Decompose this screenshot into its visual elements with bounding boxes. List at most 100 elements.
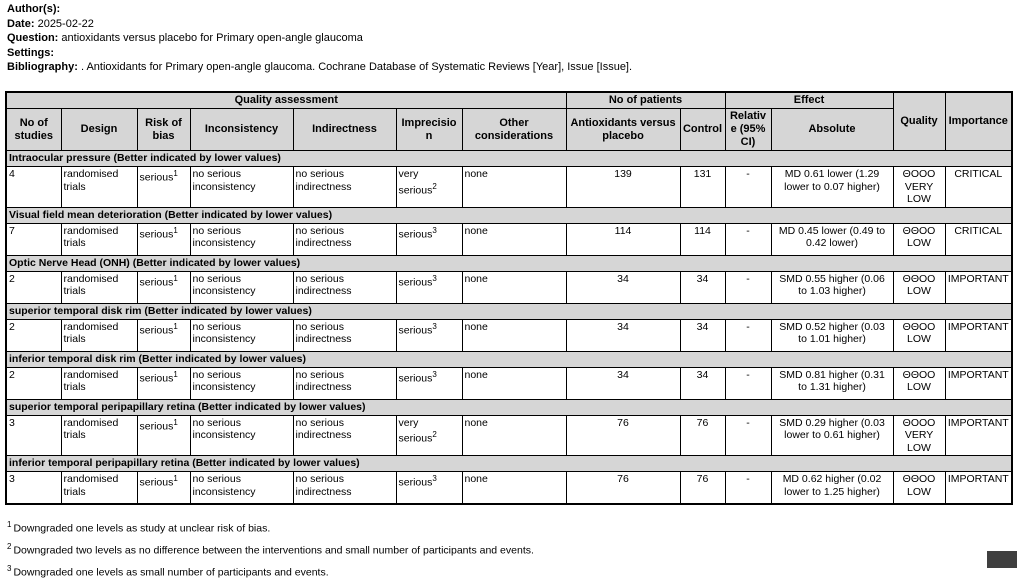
column-header-quality: Quality — [892, 91, 946, 151]
column-header-antioxidants: Antioxidants versus placebo — [565, 108, 681, 151]
cell-absolute: MD 0.61 lower (1.29 lower to 0.07 higher… — [770, 166, 894, 208]
outcome-section-row: inferior temporal peripapillary retina (… — [5, 455, 1013, 472]
cell-risk-of-bias: serious1 — [136, 270, 191, 304]
bibliography-label: Bibliography: — [7, 61, 78, 73]
footnote-marker: 1 — [7, 520, 12, 529]
document-meta: Author(s): Date: 2025-02-22 Question: an… — [7, 2, 632, 75]
outcome-data-row: 2 randomised trials serious1 no serious inc… — [5, 270, 1013, 304]
outcome-data-row: 2 randomised trials serious1 no serious inc… — [5, 366, 1013, 400]
group-header-no-of-patients: No of patients — [565, 91, 726, 109]
meta-date-line: Date: 2025-02-22 — [7, 17, 632, 32]
footnote-reference: 1 — [173, 273, 178, 283]
footnote-reference: 1 — [173, 417, 178, 427]
column-header-other-considerations: Other considerations — [461, 108, 567, 151]
settings-label: Settings: — [7, 46, 55, 59]
cell-importance: CRITICAL — [944, 222, 1013, 256]
cell-inconsistency: no serious inconsistency — [189, 166, 294, 208]
outcome-section-title: Visual field mean deterioration (Better … — [5, 206, 1013, 224]
bottom-right-screen-artifact — [987, 551, 1017, 568]
cell-indirectness: no serious indirectness — [292, 166, 397, 208]
outcome-section-row: inferior temporal disk rim (Better indic… — [5, 350, 1013, 368]
meta-question-line: Question: antioxidants versus placebo fo… — [7, 31, 632, 46]
cell-indirectness: no serious indirectness — [292, 270, 397, 304]
cell-imprecision: very serious2 — [395, 166, 463, 208]
footnote-reference: 1 — [173, 321, 178, 331]
cell-antioxidants: 34 — [565, 318, 681, 352]
cell-antioxidants: 34 — [565, 270, 681, 304]
outcome-data-row: 3 randomised trials serious1 no serious inc… — [5, 414, 1013, 456]
cell-quality: ΘΘOO LOW — [892, 270, 946, 304]
cell-relative: - — [724, 166, 772, 208]
cell-importance: IMPORTANT — [944, 270, 1013, 304]
outcome-data-row: 4 randomised trials serious1 no serious inc… — [5, 166, 1013, 208]
outcome-section-title: inferior temporal peripapillary retina (… — [5, 455, 1013, 472]
cell-relative: - — [724, 270, 772, 304]
column-header-design: Design — [60, 108, 138, 151]
cell-imprecision: serious3 — [395, 366, 463, 400]
cell-design: randomised trials — [60, 270, 138, 304]
cell-imprecision: serious3 — [395, 270, 463, 304]
footnote-text: Downgraded two levels as no difference b… — [13, 544, 534, 557]
cell-other-considerations: none — [461, 318, 567, 352]
cell-antioxidants: 139 — [565, 166, 681, 208]
cell-other-considerations: none — [461, 414, 567, 456]
footnote-marker: 2 — [7, 542, 12, 551]
cell-absolute: SMD 0.29 higher (0.03 lower to 0.61 high… — [770, 414, 894, 456]
grade-quality-label: LOW — [907, 333, 931, 345]
footnote-reference: 1 — [173, 369, 178, 379]
grade-quality-symbols: ΘOOO — [902, 168, 936, 180]
grade-quality-symbols: ΘΘOO — [902, 320, 936, 333]
cell-quality: ΘOOO VERY LOW — [892, 166, 946, 208]
cell-relative: - — [724, 318, 772, 352]
footnote-text: Downgraded one levels as small number of… — [13, 566, 329, 579]
cell-other-considerations: none — [461, 471, 567, 504]
cell-design: randomised trials — [60, 471, 138, 504]
cell-inconsistency: no serious inconsistency — [189, 366, 294, 400]
cell-other-considerations: none — [461, 270, 567, 304]
cell-absolute: SMD 0.81 higher (0.31 to 1.31 higher) — [770, 366, 894, 400]
outcome-section-row: superior temporal disk rim (Better indic… — [5, 302, 1013, 320]
cell-control: 76 — [679, 471, 726, 504]
outcome-section-title: Optic Nerve Head (ONH) (Better indicated… — [5, 254, 1013, 272]
column-header-inconsistency: Inconsistency — [189, 108, 294, 151]
grade-quality-symbols: ΘΘOO — [902, 272, 936, 285]
column-header-absolute: Absolute — [770, 108, 894, 151]
footnote-reference: 3 — [432, 273, 437, 283]
cell-antioxidants: 76 — [565, 471, 681, 504]
cell-other-considerations: none — [461, 166, 567, 208]
cell-quality: ΘΘOO LOW — [892, 471, 946, 504]
grade-quality-label: VERY LOW — [904, 180, 934, 206]
cell-design: randomised trials — [60, 318, 138, 352]
cell-importance: IMPORTANT — [944, 318, 1013, 352]
grade-quality-label: LOW — [907, 285, 931, 297]
meta-bibliography-line: Bibliography: . Antioxidants for Primary… — [7, 60, 632, 75]
column-header-imprecision: Imprecision — [395, 108, 463, 151]
cell-absolute: MD 0.45 lower (0.49 to 0.42 lower) — [770, 222, 894, 256]
grade-quality-symbols: ΘΘOO — [902, 473, 936, 485]
grade-quality-label: LOW — [907, 237, 931, 249]
cell-quality: ΘΘOO LOW — [892, 222, 946, 256]
meta-author-line: Author(s): — [7, 2, 632, 17]
cell-design: randomised trials — [60, 414, 138, 456]
cell-relative: - — [724, 222, 772, 256]
cell-quality: ΘΘOO LOW — [892, 366, 946, 400]
footnote-marker: 3 — [7, 564, 12, 573]
cell-absolute: MD 0.62 higher (0.02 lower to 1.25 highe… — [770, 471, 894, 504]
grade-quality-symbols: ΘΘOO — [902, 224, 936, 237]
cell-indirectness: no serious indirectness — [292, 471, 397, 504]
column-header-risk-of-bias: Risk of bias — [136, 108, 191, 151]
outcome-section-row: Intraocular pressure (Better indicated b… — [5, 150, 1013, 167]
cell-control: 114 — [679, 222, 726, 256]
cell-other-considerations: none — [461, 366, 567, 400]
footnote-3: 3 Downgraded one levels as small number o… — [7, 560, 534, 582]
outcome-section-row: Optic Nerve Head (ONH) (Better indicated… — [5, 254, 1013, 272]
cell-no-of-studies: 2 — [5, 366, 62, 400]
footnote-2: 2 Downgraded two levels as no difference … — [7, 538, 534, 560]
footnote-reference: 1 — [173, 474, 178, 483]
cell-inconsistency: no serious inconsistency — [189, 222, 294, 256]
cell-antioxidants: 34 — [565, 366, 681, 400]
outcome-section-title: inferior temporal disk rim (Better indic… — [5, 350, 1013, 368]
cell-inconsistency: no serious inconsistency — [189, 471, 294, 504]
cell-antioxidants: 114 — [565, 222, 681, 256]
cell-quality: ΘΘOO LOW — [892, 318, 946, 352]
